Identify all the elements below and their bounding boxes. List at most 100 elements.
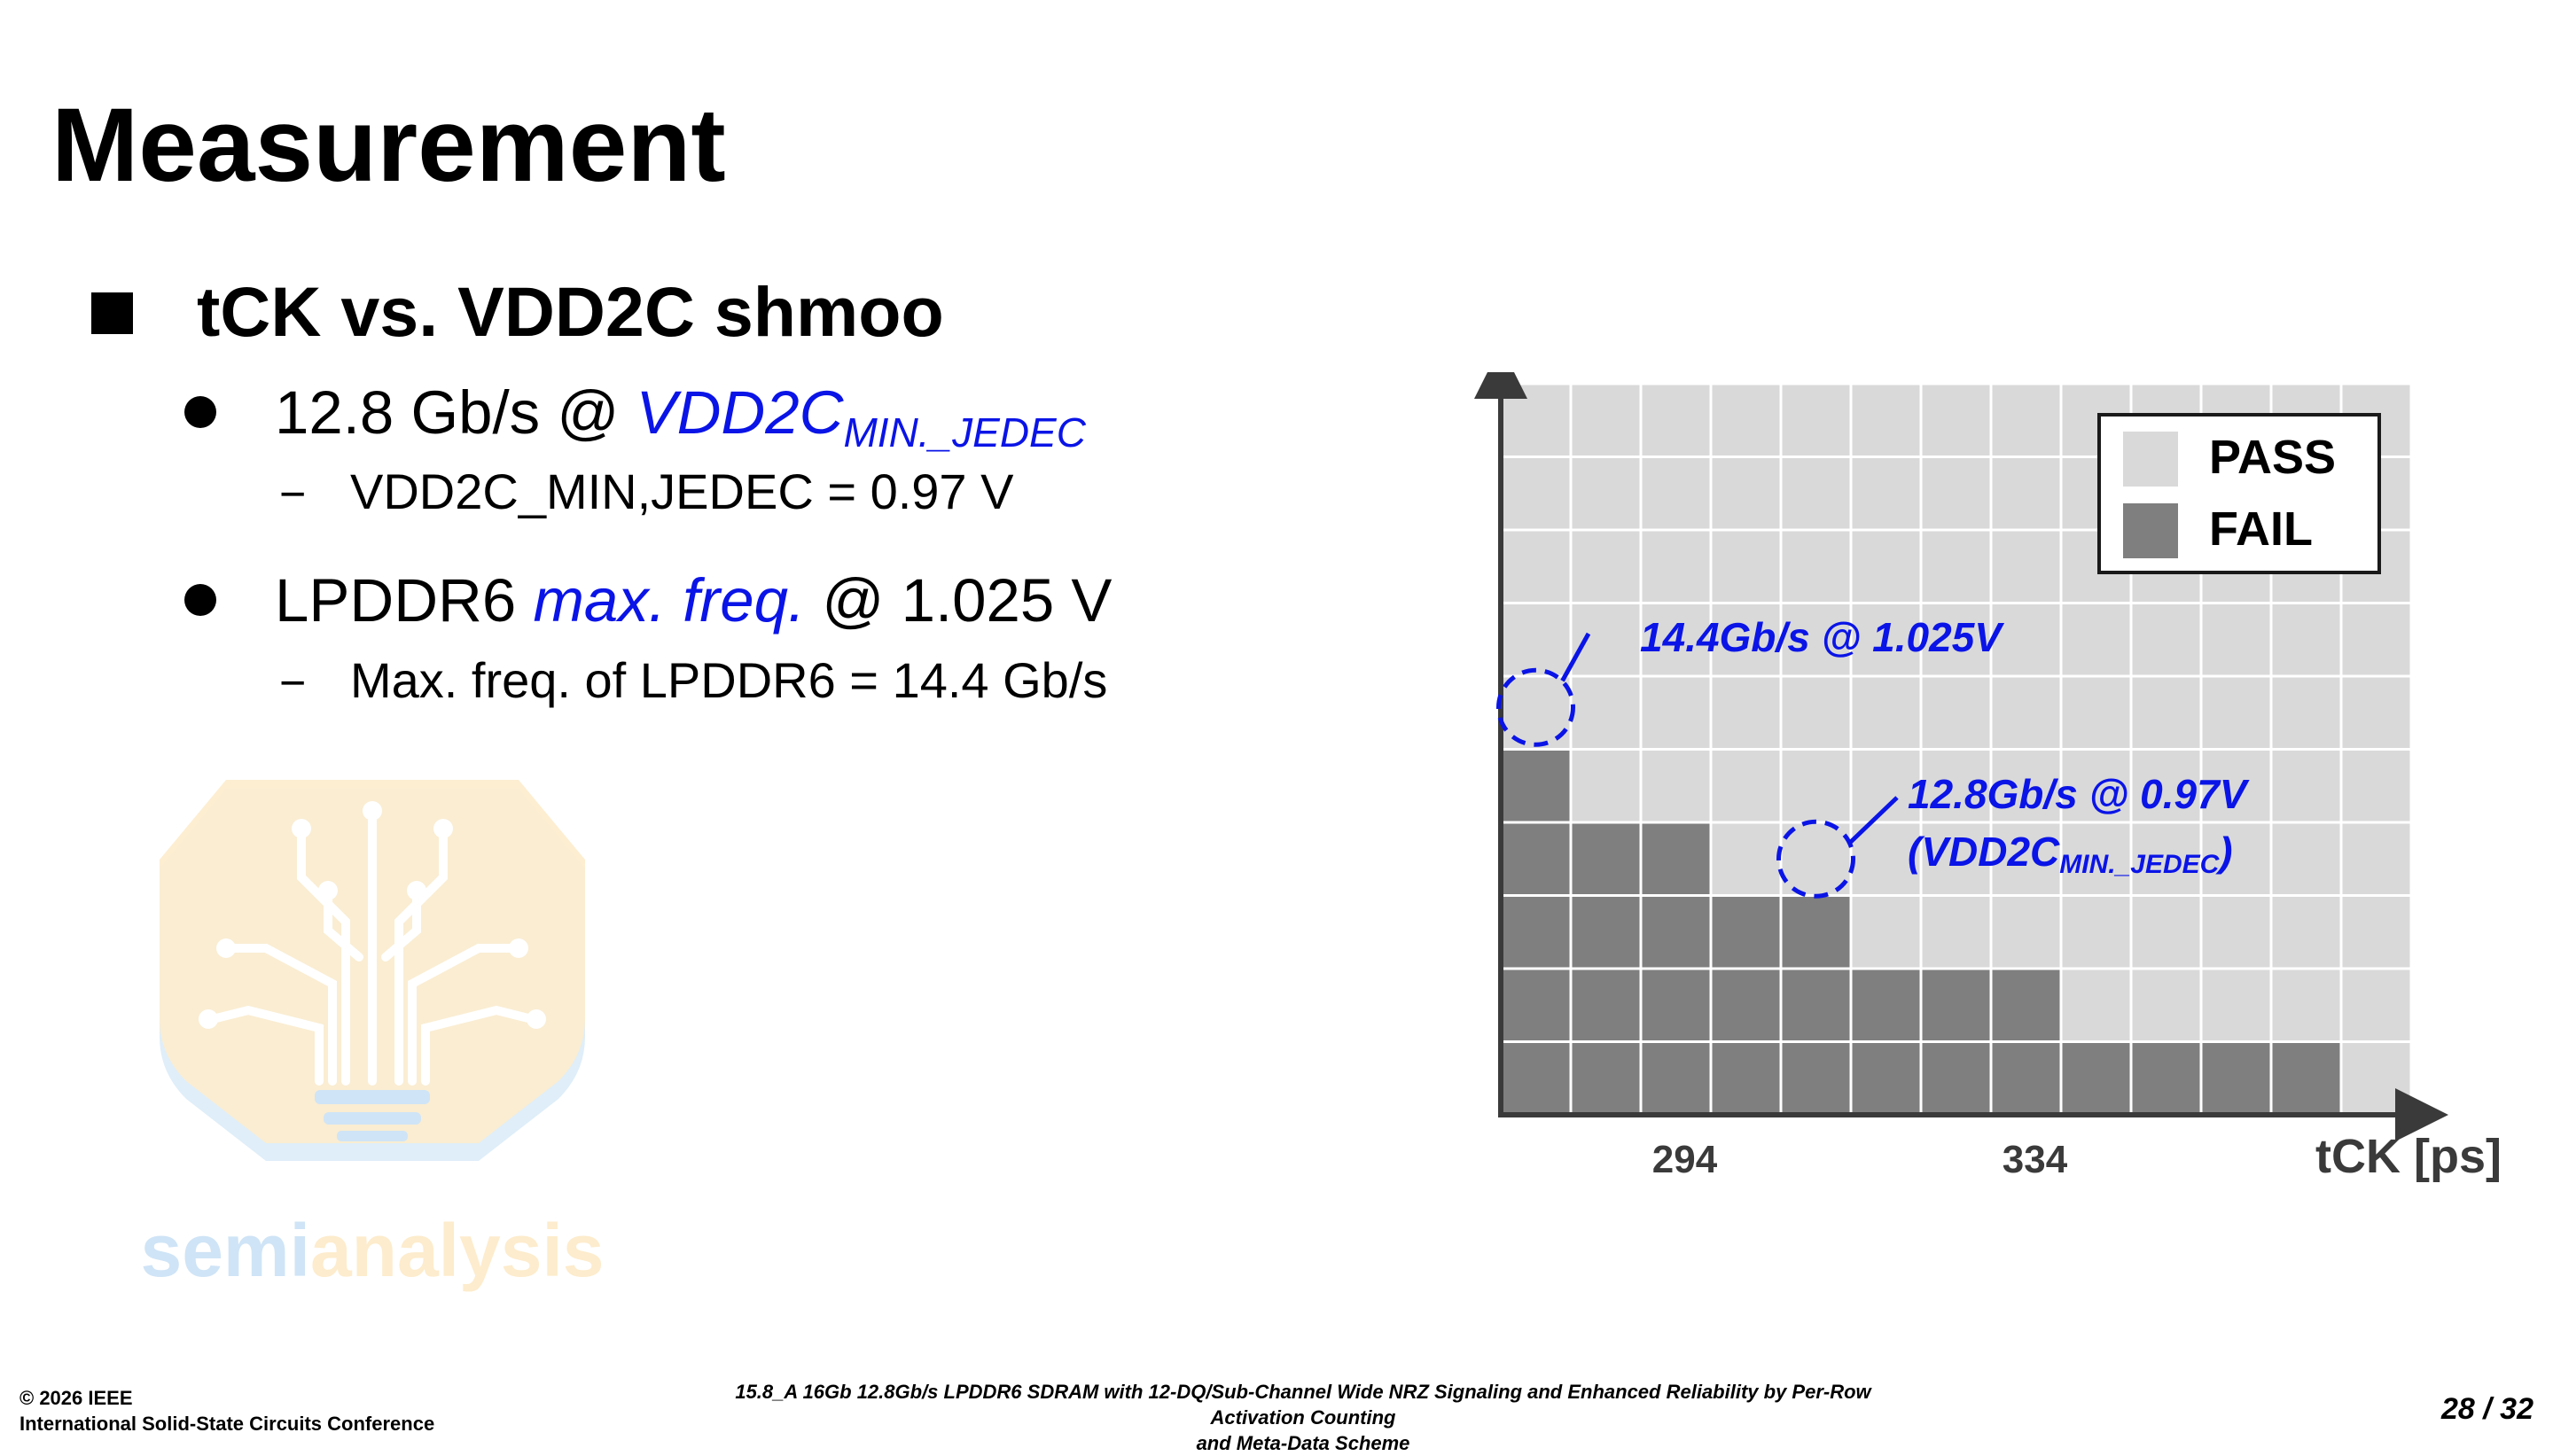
pass-cell bbox=[1639, 528, 1713, 604]
pass-cell bbox=[2059, 967, 2133, 1043]
pass-cell bbox=[2339, 894, 2413, 970]
pass-cell bbox=[1709, 674, 1783, 751]
pass-cell bbox=[2129, 674, 2203, 751]
pass-cell bbox=[1849, 382, 1923, 458]
pass-cell bbox=[1849, 894, 1923, 970]
pass-cell bbox=[1849, 528, 1923, 604]
pass-cell bbox=[1779, 748, 1853, 824]
footer-conference-name: International Solid-State Circuits Confe… bbox=[20, 1413, 435, 1435]
fail-cell bbox=[1499, 894, 1573, 970]
footer-paper-title-line1: 15.8_A 16Gb 12.8Gb/s LPDDR6 SDRAM with 1… bbox=[735, 1381, 1871, 1429]
pass-cell bbox=[1709, 528, 1783, 604]
chart-axes bbox=[1474, 372, 2448, 1141]
pass-cell bbox=[2269, 894, 2343, 970]
pass-cell bbox=[1919, 455, 1993, 532]
footer-copyright-line1: © 2026 IEEE bbox=[20, 1387, 133, 1409]
bullet-1: 12.8 Gb/s @ VDD2CMIN._JEDEC bbox=[275, 382, 1086, 453]
pass-cell bbox=[1919, 674, 1993, 751]
fail-cell bbox=[1639, 821, 1713, 897]
pass-cell bbox=[2339, 821, 2413, 897]
x-tick-label: 334 bbox=[2003, 1138, 2068, 1181]
bullet-2-prefix: LPDDR6 bbox=[275, 566, 534, 635]
pass-cell bbox=[2339, 674, 2413, 751]
shmoo-chart: PASS FAIL 14.4Gb/s @ 1.025V 12.8Gb/s @ 0… bbox=[1474, 372, 2502, 1183]
pass-cell bbox=[1709, 748, 1783, 824]
fail-cell bbox=[1709, 967, 1783, 1043]
fail-cell bbox=[2199, 1040, 2273, 1117]
pass-cell bbox=[1709, 455, 1783, 532]
section-heading: tCK vs. VDD2C shmoo bbox=[197, 272, 944, 351]
annotation-circle bbox=[1776, 819, 1855, 899]
lightbulb-tree-icon bbox=[160, 780, 585, 1161]
pass-cell bbox=[1989, 821, 2063, 897]
pass-cell bbox=[1709, 382, 1783, 458]
pass-cell bbox=[1639, 455, 1713, 532]
annotation-marks bbox=[1496, 632, 1899, 899]
pass-cell bbox=[1499, 674, 1573, 751]
fail-cell bbox=[2129, 1040, 2203, 1117]
annotation-jedec-line1: 12.8Gb/s @ 0.97V bbox=[1908, 771, 2250, 817]
pass-cell bbox=[1919, 382, 1993, 458]
legend-pass-label: PASS bbox=[2209, 431, 2336, 484]
pass-cell bbox=[2129, 967, 2203, 1043]
pass-cell bbox=[1569, 602, 1643, 678]
fail-cell bbox=[1569, 821, 1643, 897]
fail-cell bbox=[1709, 1040, 1783, 1117]
pass-cell bbox=[2269, 602, 2343, 678]
pass-cell bbox=[1569, 748, 1643, 824]
pass-cell bbox=[1569, 382, 1643, 458]
sub-item-1: VDD2C_MIN,JEDEC = 0.97 V bbox=[350, 463, 1014, 519]
pass-cell bbox=[2129, 602, 2203, 678]
fail-cell bbox=[1499, 821, 1573, 897]
fail-cell bbox=[1779, 967, 1853, 1043]
round-bullet-icon bbox=[184, 396, 216, 428]
fail-cell bbox=[1569, 894, 1643, 970]
watermark-logo: semianalysis bbox=[142, 780, 603, 1292]
annotation-leader-line bbox=[1847, 796, 1899, 845]
page-title: Measurement bbox=[51, 87, 726, 204]
pass-cell bbox=[2269, 967, 2343, 1043]
bullet-1-highlight-sub: MIN._JEDEC bbox=[843, 409, 1086, 455]
bullet-2-highlight: max. freq. bbox=[533, 566, 806, 635]
pass-cell bbox=[2059, 821, 2133, 897]
fail-cell bbox=[1569, 1040, 1643, 1117]
dash-bullet-icon: − bbox=[279, 658, 307, 709]
pass-cell bbox=[1849, 602, 1923, 678]
pass-cell bbox=[1849, 674, 1923, 751]
pass-cell bbox=[2269, 821, 2343, 897]
fail-cell bbox=[1639, 967, 1713, 1043]
pass-cell bbox=[2199, 602, 2273, 678]
pass-cell bbox=[1919, 894, 1993, 970]
pass-cell bbox=[1499, 602, 1573, 678]
fail-cell bbox=[1849, 1040, 1923, 1117]
pass-cell bbox=[1639, 674, 1713, 751]
annotation-jedec-line2: (VDD2CMIN._JEDEC) bbox=[1908, 829, 2233, 879]
pass-cell bbox=[2129, 748, 2203, 824]
pass-cell bbox=[1989, 382, 2063, 458]
pass-cell bbox=[1779, 455, 1853, 532]
pass-cell bbox=[2339, 967, 2413, 1043]
pass-cell bbox=[1779, 528, 1853, 604]
legend-fail-label: FAIL bbox=[2209, 502, 2313, 556]
pass-cell bbox=[1919, 821, 1993, 897]
pass-cell bbox=[1569, 455, 1643, 532]
fail-cell bbox=[1639, 894, 1713, 970]
pass-cell bbox=[2129, 821, 2203, 897]
fail-cell bbox=[1499, 748, 1573, 824]
square-bullet-icon bbox=[91, 292, 133, 334]
legend-fail-swatch bbox=[2123, 503, 2178, 558]
fail-cell bbox=[1989, 1040, 2063, 1117]
fail-cell bbox=[1849, 967, 1923, 1043]
pass-cell bbox=[2199, 967, 2273, 1043]
pass-cell bbox=[2339, 602, 2413, 678]
pass-cell bbox=[2269, 748, 2343, 824]
annotation-jedec-sub: MIN._JEDEC bbox=[2059, 850, 2220, 879]
fail-cell bbox=[1569, 967, 1643, 1043]
pass-cell bbox=[2059, 602, 2133, 678]
fail-cell bbox=[1499, 1040, 1573, 1117]
pass-cell bbox=[1989, 455, 2063, 532]
page-number: 28 / 32 bbox=[2441, 1392, 2533, 1426]
pass-cell bbox=[2199, 894, 2273, 970]
annotation-jedec-end: ) bbox=[2214, 829, 2232, 875]
pass-cell bbox=[1989, 528, 2063, 604]
